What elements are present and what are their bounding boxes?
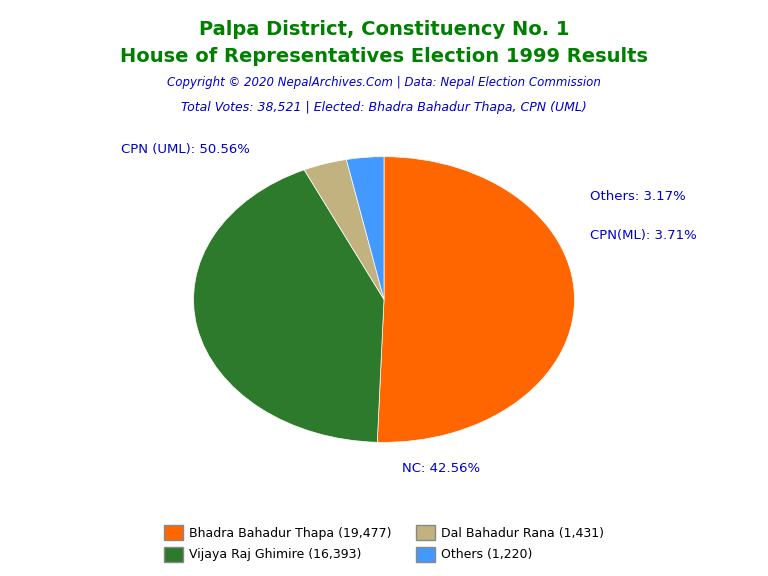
Wedge shape <box>377 157 574 442</box>
Text: House of Representatives Election 1999 Results: House of Representatives Election 1999 R… <box>120 47 648 66</box>
Wedge shape <box>346 157 384 300</box>
Ellipse shape <box>237 255 531 358</box>
Text: NC: 42.56%: NC: 42.56% <box>402 461 480 475</box>
Text: Palpa District, Constituency No. 1: Palpa District, Constituency No. 1 <box>199 20 569 39</box>
Text: CPN(ML): 3.71%: CPN(ML): 3.71% <box>590 229 697 242</box>
Text: Copyright © 2020 NepalArchives.Com | Data: Nepal Election Commission: Copyright © 2020 NepalArchives.Com | Dat… <box>167 76 601 89</box>
Text: Total Votes: 38,521 | Elected: Bhadra Bahadur Thapa, CPN (UML): Total Votes: 38,521 | Elected: Bhadra Ba… <box>181 101 587 114</box>
Wedge shape <box>304 160 384 300</box>
Legend: Bhadra Bahadur Thapa (19,477), Vijaya Raj Ghimire (16,393), Dal Bahadur Rana (1,: Bhadra Bahadur Thapa (19,477), Vijaya Ra… <box>159 520 609 567</box>
Text: Others: 3.17%: Others: 3.17% <box>590 190 686 203</box>
Text: CPN (UML): 50.56%: CPN (UML): 50.56% <box>121 143 250 156</box>
Wedge shape <box>194 170 384 442</box>
